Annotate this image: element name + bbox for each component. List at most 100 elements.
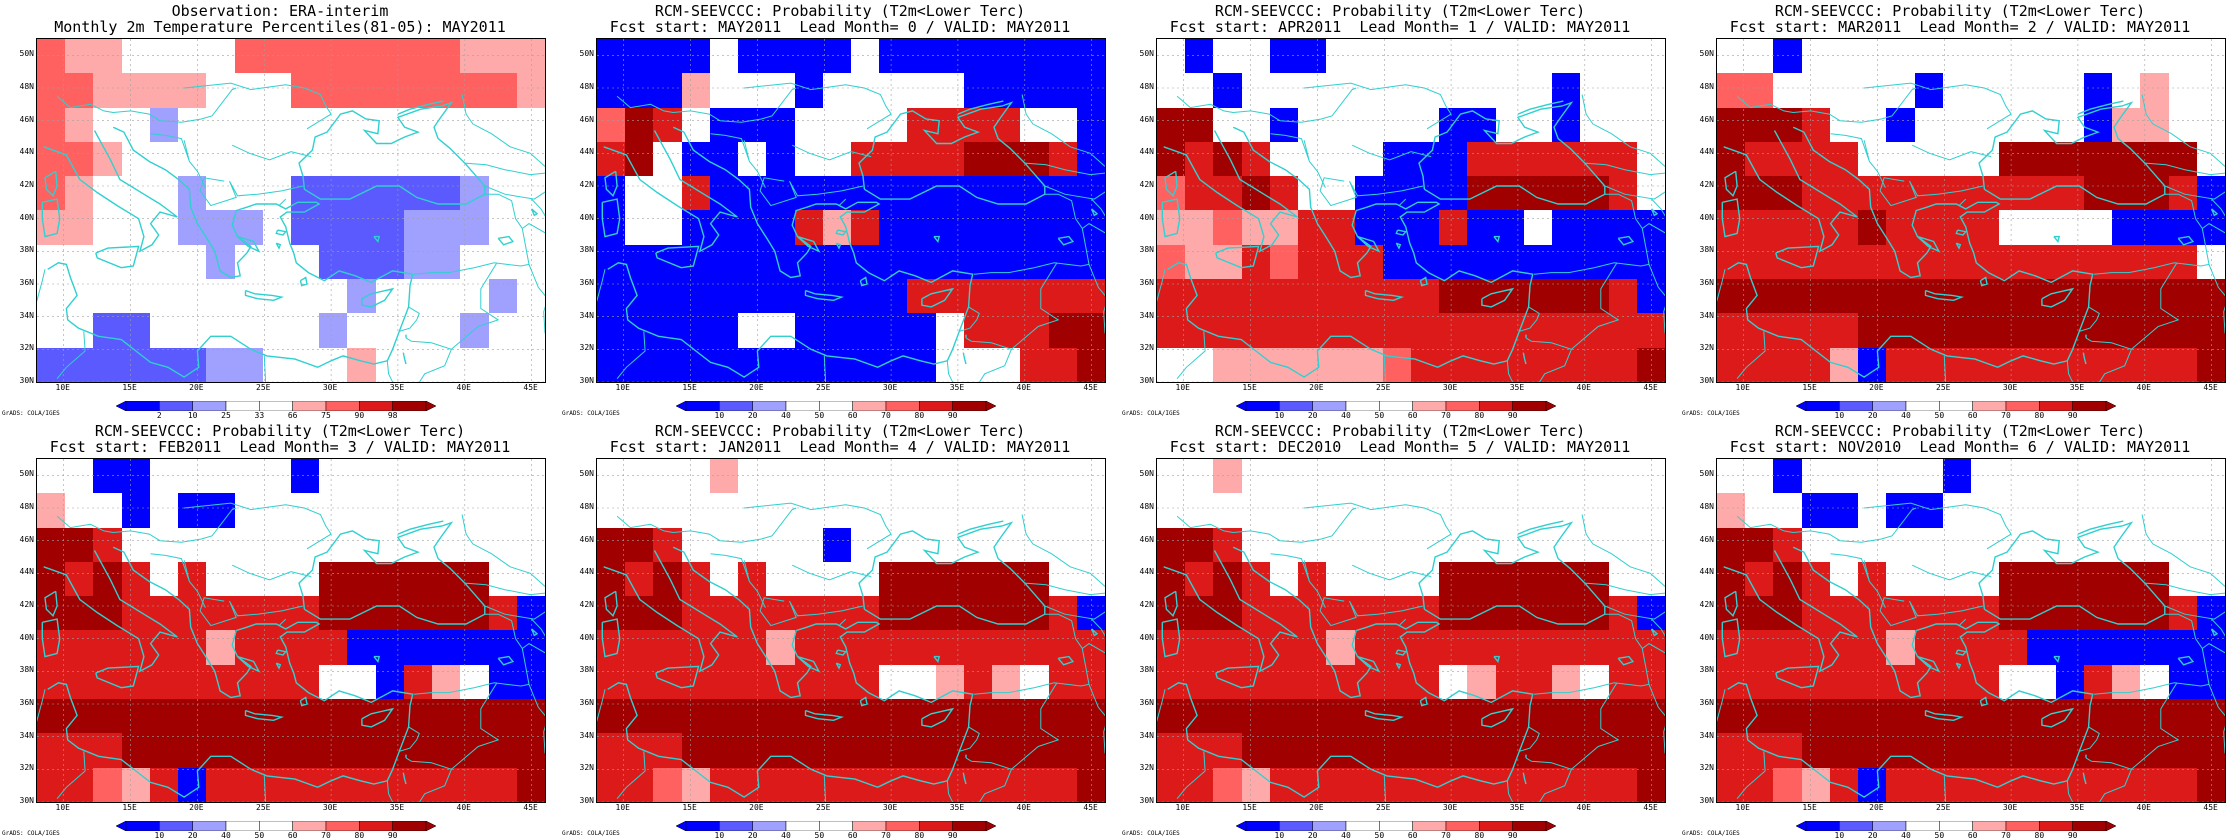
colorbar-segment	[225, 821, 260, 831]
colorbar	[1796, 401, 2116, 411]
panel-title-line1: RCM-SEEVCCC: Probability (T2m<Lower Terc…	[94, 422, 466, 440]
latitude-label: 34N	[579, 310, 594, 320]
colorbar-segment	[1345, 401, 1380, 411]
grid-cell	[319, 141, 348, 177]
grid-cell	[625, 107, 654, 142]
grid-cell	[1495, 39, 1524, 74]
grid-cell	[121, 39, 150, 74]
colorbar-label: 60	[1407, 831, 1418, 840]
colorbar-segment	[752, 821, 787, 831]
grid-cell	[1157, 313, 1186, 348]
panel-title-line2: Fcst start: NOV2010 Lead Month= 6 / VALI…	[1729, 438, 2191, 456]
grid-cell	[1801, 313, 1830, 348]
grid-cell	[516, 347, 545, 382]
colorbar-segment	[1379, 821, 1413, 831]
grid-cell	[822, 347, 851, 382]
grid-cell	[850, 176, 880, 211]
coastline-lines	[41, 100, 545, 382]
grid-cell	[516, 176, 545, 211]
grid-cell	[597, 141, 626, 177]
grid-cell	[149, 459, 179, 494]
grid-cell	[1745, 176, 1774, 211]
grid-cell	[992, 176, 1021, 211]
grid-cell	[2168, 39, 2197, 74]
colorbar-segment	[1512, 401, 1547, 411]
grid-cell	[1439, 313, 1468, 348]
grid-cell	[1999, 244, 2028, 280]
grid-cell	[2027, 244, 2056, 280]
grid-cell	[516, 39, 545, 74]
longitude-label: 25E	[256, 803, 271, 812]
grid-cell	[1745, 39, 1774, 74]
latitude-label: 48N	[1699, 82, 1714, 91]
graticule-lines	[1157, 459, 1665, 802]
grid-cell	[347, 73, 376, 108]
colorbar-segment	[259, 821, 293, 831]
grid-cell	[375, 279, 404, 314]
graticule-lines	[597, 459, 1105, 802]
grid-cell	[681, 73, 710, 108]
grid-cell	[2168, 279, 2197, 314]
grid-cell	[93, 313, 122, 348]
grid-cell	[1970, 141, 2000, 177]
grid-cell	[2027, 347, 2056, 382]
grid-cell	[1942, 107, 1971, 142]
colorbar-segment	[292, 401, 327, 411]
colorbar-segment	[2039, 401, 2073, 411]
grid-cell	[681, 279, 710, 314]
colorbar-label: 60	[287, 831, 298, 840]
grid-cell	[935, 279, 964, 314]
coastline-lines	[1161, 100, 1665, 382]
map-panel: Observation: ERA-interim Monthly 2m Tempe…	[0, 0, 560, 420]
latitude-label: 38N	[579, 245, 594, 255]
colorbar-label: 70	[2001, 831, 2011, 840]
grid-cell	[93, 210, 122, 245]
grid-cell	[738, 39, 767, 74]
grid-cell	[149, 347, 179, 382]
grid-cell	[262, 347, 291, 382]
grid-cell	[794, 39, 823, 74]
colorbar-segment	[785, 821, 820, 831]
grid-cell	[319, 244, 348, 280]
grid-cell	[93, 73, 122, 108]
border-lines	[597, 82, 1105, 382]
grid-cell	[121, 313, 150, 348]
grid-cell	[488, 39, 517, 74]
grid-cell	[766, 39, 795, 74]
grid-cell	[1886, 39, 1915, 74]
colorbar-segment	[785, 401, 820, 411]
graticule-lines	[1717, 459, 2225, 802]
longitude-label: 10E	[615, 803, 630, 812]
latitude-label: 40N	[1139, 632, 1154, 642]
longitude-label: 45E	[1083, 803, 1098, 812]
longitude-label: 20E	[189, 803, 204, 812]
grid-cell	[121, 244, 150, 280]
grid-cell	[262, 39, 291, 74]
grid-cell	[1410, 73, 1440, 108]
latitude-label: 32N	[1699, 343, 1714, 353]
grid-cell	[1773, 347, 1802, 382]
grid-cell	[1942, 313, 1971, 348]
longitude-label: 15E	[1802, 383, 1817, 392]
map-overlay	[597, 459, 1105, 802]
longitude-label: 45E	[1643, 383, 1658, 392]
grid-cell	[1886, 210, 1915, 245]
colorbar-label: 80	[1474, 831, 1485, 840]
grid-cell	[1858, 73, 1887, 108]
grid-cell	[738, 244, 767, 280]
grid-cell	[1213, 313, 1242, 348]
colorbar-label: 90	[2067, 411, 2078, 420]
grid-cell	[992, 210, 1021, 245]
colorbar-segment	[719, 401, 753, 411]
grid-cell	[963, 176, 993, 211]
grads-credit: GrADS: COLA/IGES	[2, 410, 60, 417]
grid-cell	[1970, 176, 2000, 211]
grid-cell	[1942, 244, 1971, 280]
grid-cell	[1467, 107, 1496, 142]
colorbar-min-arrow	[1796, 821, 1807, 831]
grid-cell	[879, 210, 908, 245]
latitude-label: 40N	[1699, 212, 1714, 222]
grid-cell	[375, 73, 404, 108]
longitude-label: 40E	[456, 803, 471, 812]
colorbar-label: 90	[1507, 411, 1518, 420]
